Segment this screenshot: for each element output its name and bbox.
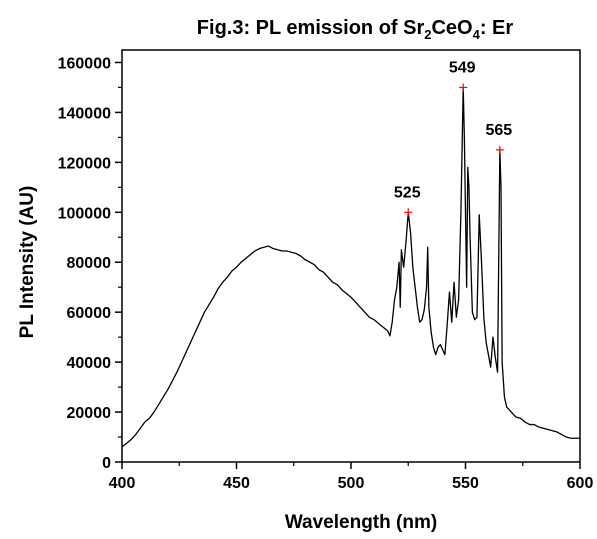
x-tick-label: 450 bbox=[223, 475, 250, 492]
peak-label: 549 bbox=[449, 59, 476, 76]
series-layer bbox=[121, 86, 580, 448]
x-tick-label: 550 bbox=[452, 475, 479, 492]
x-tick-label: 600 bbox=[567, 475, 594, 492]
plot-area-border bbox=[121, 49, 581, 463]
peak-label: 565 bbox=[485, 122, 512, 139]
axis-ticks: 400 450 500 550 600 0 20000 40000 60000 80000 1000… bbox=[58, 55, 594, 492]
title-prefix: Fig.3: PL emission of Sr bbox=[197, 17, 425, 39]
y-tick-label: 100000 bbox=[58, 205, 111, 222]
series-line bbox=[121, 86, 580, 448]
y-tick-label: 40000 bbox=[67, 355, 112, 372]
peak-annotations: 525 549 565 bbox=[394, 59, 512, 217]
title-suffix: : Er bbox=[480, 17, 514, 39]
y-tick-label: 60000 bbox=[67, 305, 112, 322]
y-tick-label: 0 bbox=[102, 455, 111, 472]
x-axis-label: Wavelength (nm) bbox=[285, 512, 437, 533]
x-tick-label: 400 bbox=[109, 475, 136, 492]
plot-frame bbox=[121, 49, 581, 463]
title-subscript-1: 2 bbox=[424, 27, 431, 42]
title-subscript-2: 4 bbox=[473, 27, 481, 42]
chart-title: Fig.3: PL emission of Sr2CeO4: Er bbox=[197, 17, 514, 42]
y-axis-label: PL Intensity (AU) bbox=[17, 186, 38, 339]
title-mid: CeO bbox=[431, 17, 472, 39]
peak-label: 525 bbox=[394, 184, 421, 201]
y-tick-label: 160000 bbox=[58, 55, 111, 72]
x-tick-label: 500 bbox=[338, 475, 365, 492]
y-tick-label: 80000 bbox=[67, 255, 112, 272]
y-tick-label: 120000 bbox=[58, 155, 111, 172]
y-tick-label: 20000 bbox=[67, 405, 112, 422]
y-tick-label: 140000 bbox=[58, 105, 111, 122]
